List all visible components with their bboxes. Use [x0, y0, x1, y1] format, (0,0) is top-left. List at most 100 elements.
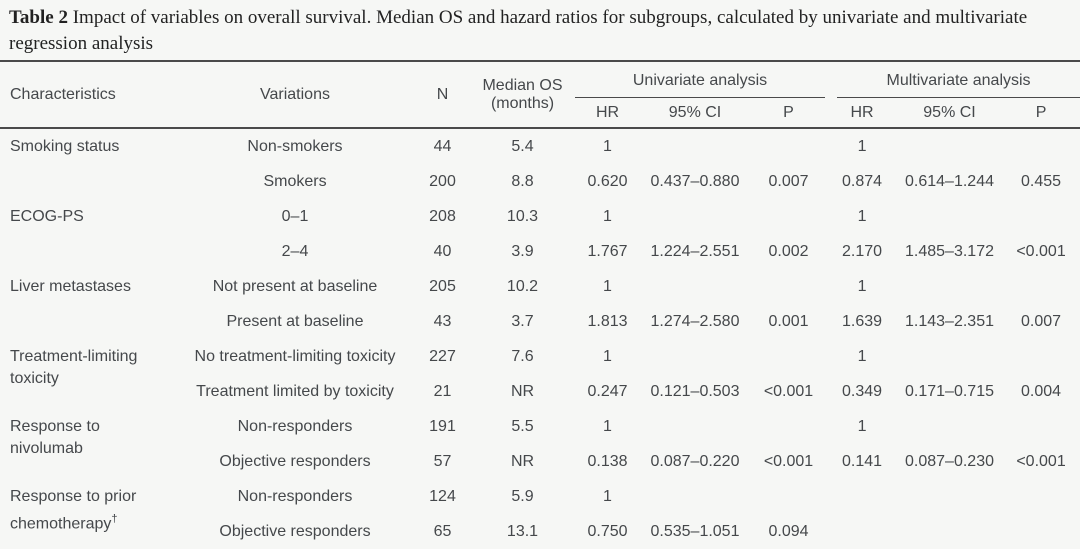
uni-p-cell: 0.002 — [768, 242, 809, 260]
n-cell: 124 — [429, 487, 456, 505]
uni-hr-cell: 1 — [603, 277, 612, 295]
uni-ci-cell — [640, 339, 750, 374]
multi-hr-cell: 0.874 — [841, 172, 883, 190]
table-body: Smoking status Non-smokers 44 5.4 1 1 Smokers 2… — [0, 128, 1080, 549]
table-caption: Table 2 Impact of variables on overall s… — [0, 0, 1080, 60]
multi-p-cell: <0.001 — [1016, 452, 1066, 470]
uni-ci-cell: 1.224–2.551 — [650, 242, 740, 260]
n-cell: 205 — [429, 277, 456, 295]
multi-p-cell: 0.455 — [1021, 172, 1062, 190]
table-header: Characteristics Variations N Median OS (… — [0, 61, 1080, 129]
median-os-cell: 8.8 — [511, 172, 534, 190]
multi-hr-cell — [827, 514, 897, 549]
col-group-multivariate-label: Multivariate analysis — [837, 66, 1080, 98]
col-group-univariate-label: Univariate analysis — [575, 66, 826, 98]
uni-p-cell — [750, 128, 827, 164]
multi-p-cell: 0.007 — [1021, 312, 1062, 330]
variation-cell: Smokers — [263, 172, 327, 190]
uni-p-cell: 0.001 — [768, 312, 809, 330]
multi-ci-cell: 0.171–0.715 — [905, 382, 994, 400]
multi-hr-cell: 1 — [857, 277, 867, 295]
col-header-multi-hr: HR — [827, 98, 898, 129]
n-cell: 208 — [429, 207, 456, 225]
table-row: Smoking status Non-smokers 44 5.4 1 1 — [0, 128, 1080, 164]
multi-ci-cell: 0.087–0.230 — [905, 452, 994, 470]
uni-ci-cell — [640, 409, 750, 444]
survival-table: Characteristics Variations N Median OS (… — [0, 60, 1080, 549]
uni-hr-cell: 1 — [603, 417, 612, 435]
header-row-sub: HR 95% CI P HR 95% CI P — [0, 98, 1080, 129]
uni-hr-cell: 1.813 — [587, 312, 628, 330]
uni-p-cell: <0.001 — [763, 452, 814, 470]
table-caption-label: Table 2 — [9, 7, 68, 28]
multi-ci-cell: 1.485–3.172 — [905, 242, 994, 260]
uni-ci-cell — [640, 128, 750, 164]
multi-ci-cell — [897, 339, 1002, 374]
median-os-cell: 5.5 — [511, 417, 534, 435]
uni-p-cell — [750, 199, 827, 234]
n-cell: 227 — [429, 347, 456, 365]
dagger-mark: † — [111, 513, 118, 525]
variation-cell: Non-responders — [237, 417, 353, 435]
variation-cell: Not present at baseline — [212, 277, 378, 295]
uni-hr-cell: 1 — [603, 137, 612, 155]
uni-hr-cell: 0.138 — [587, 452, 628, 470]
multi-p-cell — [1002, 479, 1080, 514]
multi-p-cell — [1002, 514, 1080, 549]
median-os-cell: 13.1 — [506, 522, 539, 540]
col-group-univariate: Univariate analysis — [575, 61, 827, 98]
characteristic-cell: Response to nivolumab — [10, 418, 100, 457]
multi-p-cell — [1002, 199, 1080, 234]
col-header-multi-ci: 95% CI — [897, 98, 1003, 129]
uni-ci-cell — [640, 479, 750, 514]
n-cell: 65 — [433, 522, 452, 540]
uni-p-cell — [750, 339, 827, 374]
uni-hr-cell: 1 — [603, 487, 612, 505]
multi-hr-cell — [827, 479, 897, 514]
table-row: Liver metastases Not present at baseline 2… — [0, 269, 1080, 304]
median-os-cell: 3.7 — [511, 312, 534, 330]
median-os-cell: 10.2 — [506, 277, 539, 295]
col-header-characteristics: Characteristics — [0, 61, 175, 129]
multi-hr-cell: 0.349 — [841, 382, 883, 400]
characteristic-cell: ECOG-PS — [10, 208, 84, 225]
table-row: Smokers 200 8.8 0.620 0.437–0.880 0.007 0.874 0… — [0, 164, 1080, 199]
col-header-multi-p: P — [1002, 98, 1080, 129]
uni-ci-cell: 0.121–0.503 — [650, 382, 740, 400]
multi-hr-cell: 1 — [857, 347, 867, 365]
characteristic-cell: Liver metastases — [10, 278, 131, 295]
uni-ci-cell: 0.535–1.051 — [650, 522, 740, 540]
multi-hr-cell: 1 — [857, 137, 867, 155]
uni-p-cell — [750, 479, 827, 514]
uni-hr-cell: 1.767 — [587, 242, 628, 260]
median-os-cell: NR — [510, 382, 535, 400]
table-row: ECOG-PS 0–1 208 10.3 1 1 — [0, 199, 1080, 234]
multi-p-cell — [1002, 339, 1080, 374]
multi-ci-cell: 0.614–1.244 — [905, 172, 994, 190]
multi-ci-cell — [897, 269, 1002, 304]
col-group-multivariate: Multivariate analysis — [827, 61, 1080, 98]
variation-cell: Treatment limited by toxicity — [196, 382, 394, 400]
median-os-cell: 10.3 — [506, 207, 539, 225]
uni-ci-cell: 0.437–0.880 — [650, 172, 740, 190]
multi-ci-cell — [897, 409, 1002, 444]
multi-hr-cell: 2.170 — [841, 242, 883, 260]
uni-p-cell: 0.007 — [768, 172, 809, 190]
characteristic-cell: Smoking status — [10, 138, 120, 155]
median-os-cell: 7.6 — [511, 347, 534, 365]
uni-hr-cell: 0.247 — [587, 382, 628, 400]
table-row: Objective responders 57 NR 0.138 0.087–0.220… — [0, 444, 1080, 479]
uni-hr-cell: 1 — [603, 207, 612, 225]
multi-hr-cell: 1.639 — [841, 312, 883, 330]
multi-hr-cell: 0.141 — [841, 452, 883, 470]
variation-cell: Objective responders — [219, 452, 371, 470]
variation-cell: Non-responders — [237, 487, 353, 505]
table-row: Treatment limited by toxicity 21 NR 0.247 0.… — [0, 374, 1080, 409]
median-os-cell: 5.4 — [511, 137, 534, 155]
table-row: Treatment-limiting toxicity No treatment-… — [0, 339, 1080, 388]
multi-p-cell: 0.004 — [1021, 382, 1062, 400]
uni-p-cell — [750, 269, 827, 304]
col-header-variations: Variations — [175, 61, 415, 129]
characteristic-cell: Treatment-limiting toxicity — [10, 348, 138, 387]
n-cell: 43 — [433, 312, 452, 330]
